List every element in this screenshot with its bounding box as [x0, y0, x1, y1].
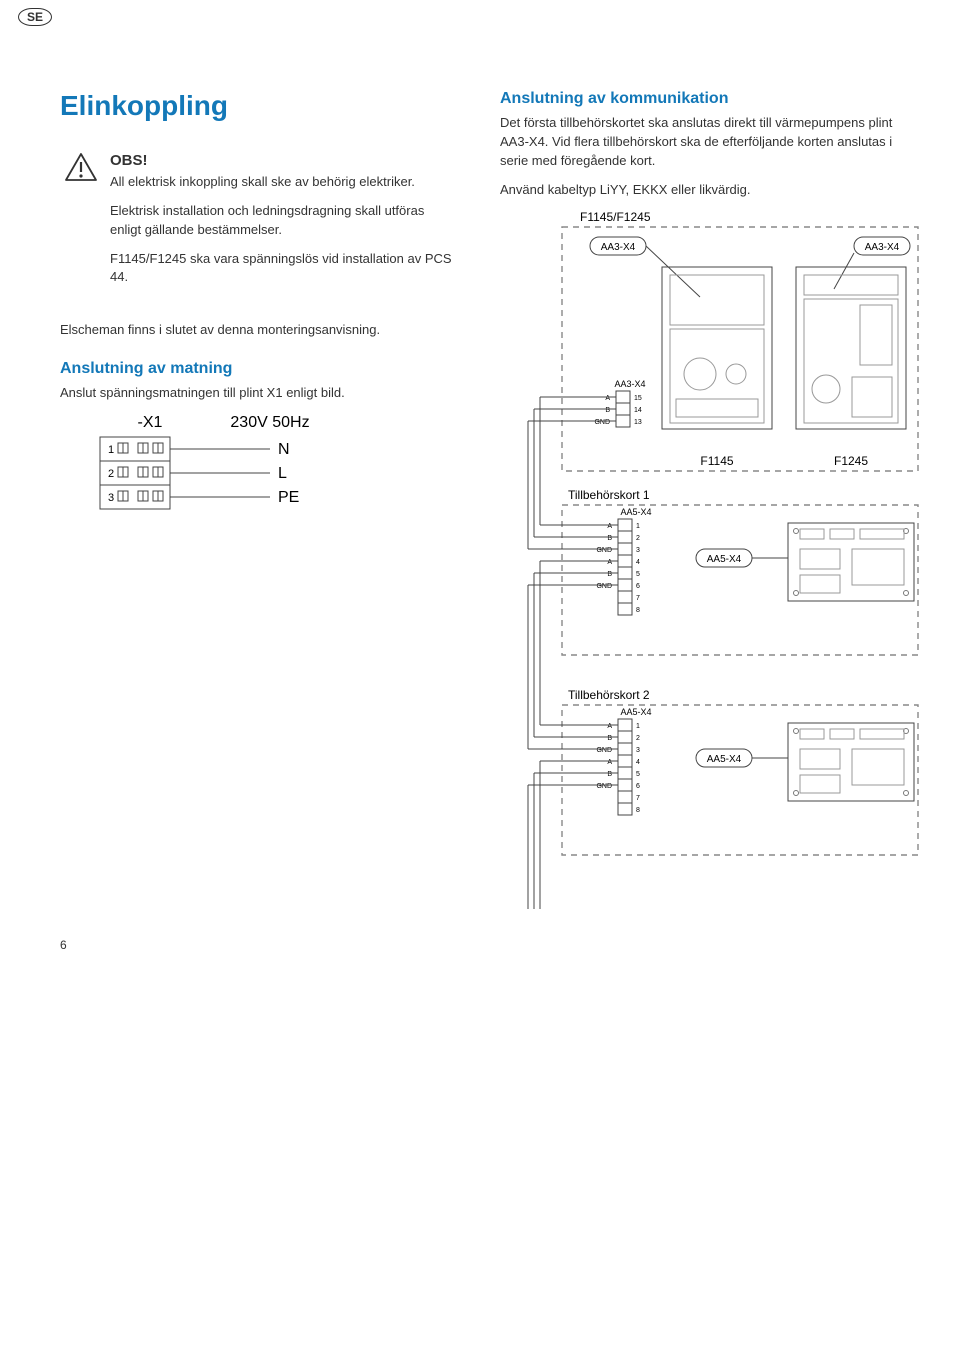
svg-text:A: A [607, 559, 612, 566]
x1-name: -X1 [138, 414, 163, 431]
right-column: Anslutning av kommunikation Det första t… [500, 90, 900, 924]
svg-text:GND: GND [596, 547, 612, 554]
svg-text:GND: GND [596, 583, 612, 590]
x1-row-2: 2 L [100, 461, 287, 485]
x1-supply: 230V 50Hz [230, 414, 309, 431]
svg-text:AA5-X4: AA5-X4 [707, 754, 742, 765]
svg-text:AA5-X4: AA5-X4 [620, 707, 651, 717]
caution-note: OBS! All elektrisk inkoppling skall ske … [60, 144, 460, 305]
svg-text:AA3-X4: AA3-X4 [601, 242, 636, 253]
matning-para: Anslut spänningsmatningen till plint X1 … [60, 384, 460, 403]
svg-text:3: 3 [636, 747, 640, 754]
svg-text:13: 13 [634, 419, 642, 426]
f1245-unit-icon [796, 267, 906, 429]
tb1-pcb-icon [788, 523, 914, 601]
svg-text:14: 14 [634, 407, 642, 414]
aa3x4-callout-right: AA3-X4 [834, 237, 910, 289]
svg-text:4: 4 [636, 759, 640, 766]
svg-text:A: A [605, 395, 610, 402]
svg-text:A: A [607, 723, 612, 730]
tb2-pcb-icon [788, 723, 914, 801]
svg-text:15: 15 [634, 395, 642, 402]
komm-heading: Anslutning av kommunikation [500, 90, 900, 108]
aa3-terminal-block: AA3-X4 A 15 B 14 [528, 379, 646, 427]
svg-text:1: 1 [108, 444, 114, 456]
note-body: OBS! All elektrisk inkoppling skall ske … [110, 152, 456, 297]
note-p1: All elektrisk inkoppling skall ske av be… [110, 173, 456, 192]
svg-text:B: B [607, 735, 612, 742]
tb1-title: Tillbehörskort 1 [568, 488, 650, 502]
svg-text:2: 2 [636, 535, 640, 542]
svg-text:AA5-X4: AA5-X4 [707, 554, 742, 565]
page-number: 6 [60, 938, 67, 952]
svg-text:5: 5 [636, 771, 640, 778]
svg-text:N: N [278, 441, 290, 458]
svg-text:A: A [607, 759, 612, 766]
note-p3: F1145/F1245 ska vara spänningslös vid in… [110, 250, 456, 288]
svg-text:L: L [278, 465, 287, 482]
svg-text:5: 5 [636, 571, 640, 578]
svg-text:PE: PE [278, 489, 299, 506]
note-title: OBS! [110, 152, 456, 169]
top-label: F1145/F1245 [580, 210, 651, 224]
svg-text:7: 7 [636, 795, 640, 802]
svg-text:GND: GND [596, 747, 612, 754]
svg-text:GND: GND [596, 783, 612, 790]
x1-diagram: -X1 230V 50Hz 1 [60, 413, 460, 538]
svg-text:B: B [605, 407, 610, 414]
tb2-title: Tillbehörskort 2 [568, 688, 650, 702]
svg-text:2: 2 [636, 735, 640, 742]
x1-row-1: 1 N [100, 437, 290, 461]
svg-text:B: B [607, 535, 612, 542]
wiring-diagram: F1145/F1245 AA3-X4 AA3-X4 [500, 209, 900, 924]
svg-text:8: 8 [636, 607, 640, 614]
f1145-unit-icon [662, 267, 772, 429]
svg-text:7: 7 [636, 595, 640, 602]
svg-text:A: A [607, 523, 612, 530]
x1-row-3: 3 PE [100, 485, 299, 509]
country-badge: SE [18, 8, 52, 26]
komm-p1: Det första tillbehörskortet ska anslutas… [500, 114, 900, 171]
svg-text:GND: GND [594, 419, 610, 426]
svg-text:4: 4 [636, 559, 640, 566]
tb1-callout: AA5-X4 [696, 549, 788, 567]
page: SE Elinkoppling OBS! All elektrisk inkop… [0, 0, 960, 964]
svg-text:AA3-X4: AA3-X4 [865, 242, 900, 253]
svg-text:6: 6 [636, 583, 640, 590]
schema-note: Elscheman finns i slutet av denna monter… [60, 321, 460, 340]
svg-text:2: 2 [108, 468, 114, 480]
note-p2: Elektrisk installation och ledningsdragn… [110, 202, 456, 240]
svg-text:B: B [607, 771, 612, 778]
page-title: Elinkoppling [60, 90, 460, 122]
content-columns: Elinkoppling OBS! All elektrisk inkoppli… [60, 90, 900, 924]
svg-text:AA3-X4: AA3-X4 [614, 379, 645, 389]
svg-text:8: 8 [636, 807, 640, 814]
svg-text:1: 1 [636, 523, 640, 530]
warning-icon [64, 152, 98, 182]
svg-text:6: 6 [636, 783, 640, 790]
svg-text:3: 3 [108, 492, 114, 504]
svg-text:1: 1 [636, 723, 640, 730]
komm-p2: Använd kabeltyp LiYY, EKKX eller likvärd… [500, 181, 900, 200]
left-column: Elinkoppling OBS! All elektrisk inkoppli… [60, 90, 460, 924]
tb2-callout: AA5-X4 [696, 749, 788, 767]
matning-heading: Anslutning av matning [60, 360, 460, 378]
f1245-label: F1245 [834, 454, 868, 468]
svg-text:3: 3 [636, 547, 640, 554]
svg-text:AA5-X4: AA5-X4 [620, 507, 651, 517]
svg-text:B: B [607, 571, 612, 578]
f1145-label: F1145 [700, 454, 733, 468]
